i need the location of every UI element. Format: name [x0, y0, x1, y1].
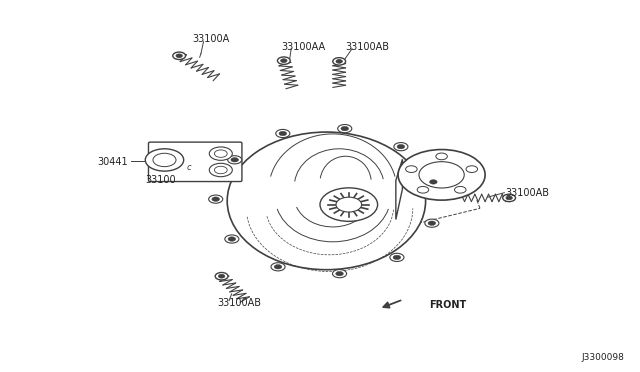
Text: J3300098: J3300098	[581, 353, 624, 362]
Circle shape	[215, 273, 228, 280]
Ellipse shape	[227, 132, 426, 270]
Circle shape	[214, 166, 227, 174]
FancyBboxPatch shape	[148, 142, 242, 182]
Text: 33100AA: 33100AA	[282, 42, 326, 51]
Circle shape	[506, 196, 513, 200]
Text: 33100AB: 33100AB	[506, 189, 550, 198]
Circle shape	[333, 270, 347, 278]
Text: c: c	[186, 163, 191, 172]
Circle shape	[214, 150, 227, 157]
Circle shape	[209, 147, 232, 160]
Circle shape	[276, 129, 290, 138]
Circle shape	[209, 163, 232, 177]
Circle shape	[218, 275, 225, 278]
Text: 33100AB: 33100AB	[346, 42, 390, 51]
Text: 33100AB: 33100AB	[218, 298, 262, 308]
Circle shape	[271, 263, 285, 271]
Circle shape	[398, 150, 485, 200]
Circle shape	[336, 60, 342, 63]
Circle shape	[228, 237, 236, 241]
Circle shape	[336, 272, 344, 276]
Polygon shape	[396, 159, 403, 219]
Circle shape	[397, 144, 404, 149]
Circle shape	[153, 153, 176, 167]
Circle shape	[341, 126, 349, 131]
Circle shape	[394, 142, 408, 151]
Circle shape	[279, 131, 287, 136]
Circle shape	[145, 149, 184, 171]
Circle shape	[228, 156, 242, 164]
Circle shape	[277, 57, 290, 64]
Circle shape	[425, 219, 439, 227]
Circle shape	[333, 58, 346, 65]
Circle shape	[429, 180, 437, 184]
Text: 30441: 30441	[97, 157, 128, 167]
Circle shape	[209, 195, 223, 203]
Circle shape	[173, 52, 186, 60]
Circle shape	[320, 188, 378, 221]
Circle shape	[436, 153, 447, 160]
Circle shape	[338, 125, 352, 133]
Circle shape	[274, 264, 282, 269]
Circle shape	[225, 235, 239, 243]
Circle shape	[419, 162, 464, 188]
Circle shape	[503, 194, 516, 202]
Circle shape	[212, 197, 220, 201]
Circle shape	[393, 255, 401, 260]
Circle shape	[406, 166, 417, 173]
Circle shape	[466, 166, 477, 173]
Circle shape	[454, 186, 466, 193]
Circle shape	[390, 253, 404, 262]
Circle shape	[417, 186, 429, 193]
Circle shape	[426, 178, 440, 186]
Circle shape	[231, 158, 239, 162]
Text: FRONT: FRONT	[429, 300, 466, 310]
Circle shape	[176, 54, 182, 58]
Circle shape	[428, 221, 436, 225]
Text: 33100A: 33100A	[192, 34, 229, 44]
Circle shape	[280, 59, 287, 62]
Circle shape	[336, 197, 362, 212]
Text: 33100: 33100	[145, 176, 176, 185]
